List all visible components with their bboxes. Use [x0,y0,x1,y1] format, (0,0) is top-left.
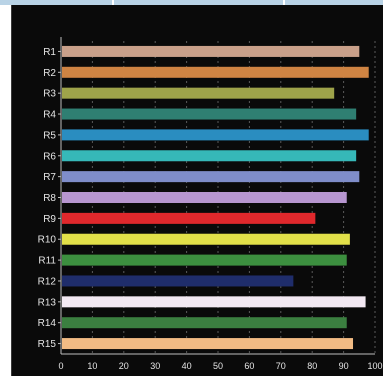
category-label: R11 [38,256,56,267]
axes [58,37,375,355]
bar-r6 [62,150,357,162]
bar-r10 [62,233,350,245]
x-tick-label: 30 [150,361,160,371]
bar-r7 [62,171,360,183]
category-label: R6 [43,151,56,162]
bar-r11 [62,254,347,266]
bar-r1 [62,45,360,57]
left-margin [0,5,11,376]
bar-r15 [62,338,354,350]
x-tick-label: 50 [213,361,223,371]
chart-panel-edge [11,5,12,376]
bar-r13 [62,296,366,308]
x-tick-label: 80 [307,361,317,371]
bar-r2 [62,66,369,78]
category-label: R9 [43,214,56,225]
x-tick-label: 20 [119,361,129,371]
category-label: R10 [38,235,57,246]
bar-r5 [62,129,369,141]
category-label: R15 [38,339,57,350]
x-tick-labels: 0 10 20 30 40 50 60 70 80 90 100 [58,361,382,371]
x-tick-label: 10 [87,361,97,371]
category-label: R14 [38,318,57,329]
bar-r14 [62,317,347,329]
bar-r9 [62,212,316,224]
category-label: R1 [43,47,56,58]
top-strip [0,0,383,5]
x-tick-label: 100 [367,361,382,371]
category-label: R8 [43,193,56,204]
category-label: R3 [43,89,56,100]
bar-r8 [62,192,347,203]
category-label: R12 [38,276,57,287]
category-label: R2 [43,68,56,79]
bar-r12 [62,275,294,287]
category-label: R7 [43,172,56,183]
x-tick-label: 0 [58,361,63,371]
category-labels: R1 R2 R3 R4 R5 R6 R7 R8 R9 R10 R11 R12 R13 R14 R15 [38,47,57,350]
x-tick-label: 90 [339,361,349,371]
bar-r3 [62,87,335,99]
top-strip-divider [112,0,114,5]
top-strip-divider [283,0,285,5]
x-tick-label: 60 [244,361,254,371]
bars [62,45,369,350]
category-label: R5 [43,130,56,141]
category-label: R4 [43,110,56,121]
x-tick-label: 70 [276,361,286,371]
bar-r4 [62,108,357,120]
x-tick-label: 40 [182,361,192,371]
category-label: R13 [38,297,57,308]
